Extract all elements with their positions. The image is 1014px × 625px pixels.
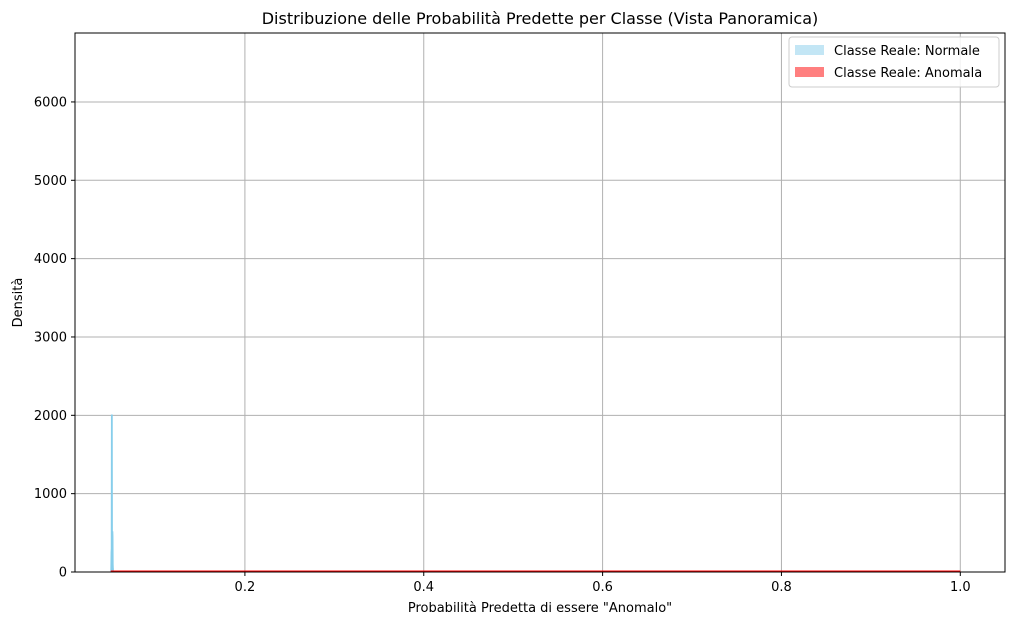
legend-swatch <box>795 67 824 77</box>
y-tick-label: 3000 <box>34 330 67 345</box>
legend: Classe Reale: Normale Classe Reale: Anoma… <box>788 36 1000 88</box>
y-tick-label: 2000 <box>34 409 67 424</box>
y-axis-label: Densità <box>11 278 26 328</box>
chart-title: Distribuzione delle Probabilità Predette… <box>262 9 819 28</box>
legend-box <box>788 36 1000 88</box>
y-tick-label: 4000 <box>34 252 67 267</box>
legend-label: Classe Reale: Normale <box>834 44 980 59</box>
legend-label: Classe Reale: Anomala <box>834 66 982 81</box>
x-tick-label: 0.6 <box>592 580 613 595</box>
plot-frame <box>74 32 1006 573</box>
y-tick-label: 0 <box>59 566 67 581</box>
y-tick-label: 5000 <box>34 174 67 189</box>
grid-layer <box>75 33 1005 573</box>
x-tick-label: 0.2 <box>235 580 256 595</box>
x-tick-label: 1.0 <box>950 580 971 595</box>
tick-layer: 0.2 0.4 0.6 0.8 1.0 0 1000 2000 3000 4000 5000 6000 <box>34 95 971 595</box>
series-0-line <box>110 414 115 573</box>
y-tick-label: 1000 <box>34 487 67 502</box>
y-tick-label: 6000 <box>34 95 67 110</box>
x-tick-label: 0.4 <box>413 580 434 595</box>
x-axis-label: Probabilità Predetta di essere "Anomalo" <box>408 601 672 616</box>
legend-swatch <box>795 45 824 55</box>
x-tick-label: 0.8 <box>771 580 792 595</box>
